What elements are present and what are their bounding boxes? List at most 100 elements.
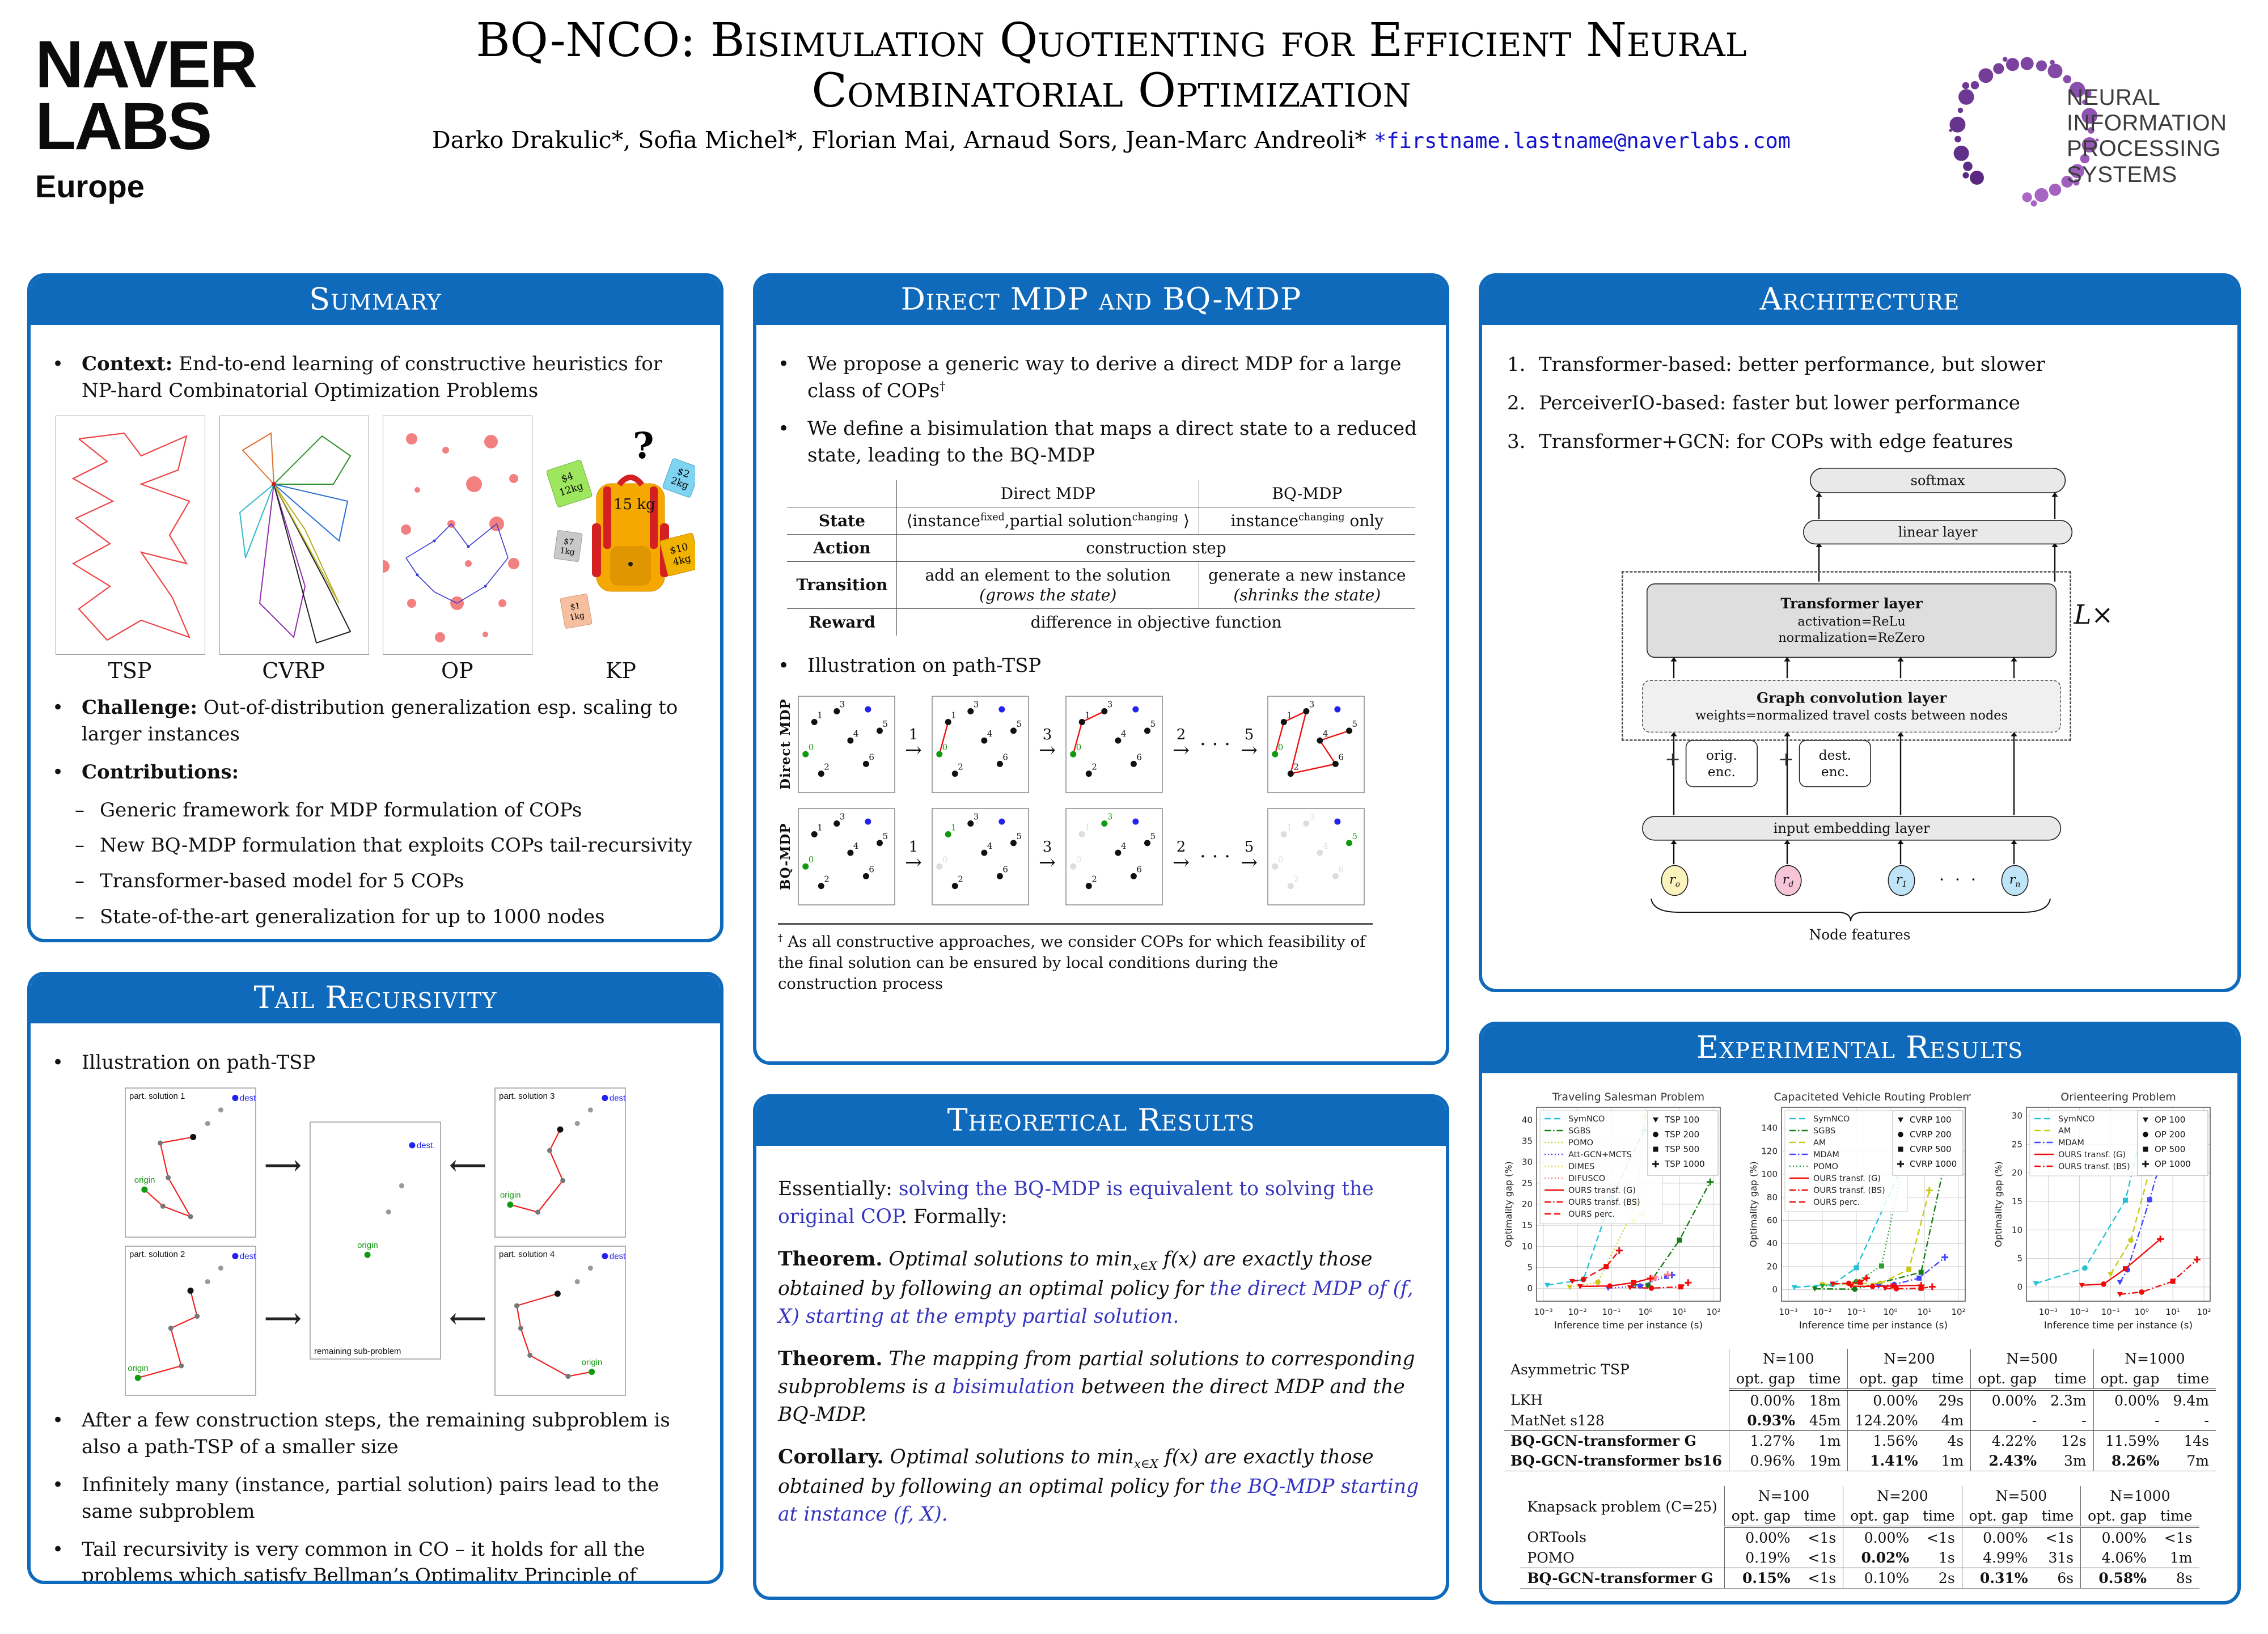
mdp-bullet1: We propose a generic way to derive a dir… <box>807 353 1402 403</box>
svg-text:DIMES: DIMES <box>1568 1162 1594 1171</box>
svg-text:$1: $1 <box>569 602 581 612</box>
svg-text:OURS transf. (BS): OURS transf. (BS) <box>1813 1186 1885 1195</box>
svg-text:OURS transf. (G): OURS transf. (G) <box>1568 1186 1636 1195</box>
svg-text:POMO: POMO <box>1813 1162 1838 1171</box>
svg-text:15: 15 <box>1522 1220 1533 1230</box>
column-right: Architecture 1. Transformer-based: better… <box>1478 273 2241 1634</box>
svg-text:part. solution 4: part. solution 4 <box>499 1250 555 1259</box>
challenge-text: Out-of-distribution generalization esp. … <box>82 696 678 746</box>
svg-text:Optimality gap (%): Optimality gap (%) <box>1994 1161 2004 1247</box>
partial-solution-panel: dest. part. solution 2 origin <box>125 1246 256 1396</box>
svg-text:OURS perc.: OURS perc. <box>1813 1198 1860 1207</box>
svg-text:10⁰: 10⁰ <box>2135 1307 2149 1317</box>
svg-text:origin: origin <box>582 1358 603 1368</box>
svg-text:10: 10 <box>2012 1225 2022 1235</box>
svg-text:1: 1 <box>1085 822 1090 832</box>
svg-text:3: 3 <box>840 811 845 822</box>
plus-sign: + <box>1778 748 1795 771</box>
svg-text:3: 3 <box>974 699 979 709</box>
svg-text:5: 5 <box>2017 1254 2022 1264</box>
col-group: N=1000 <box>2080 1486 2199 1506</box>
svg-text:5: 5 <box>882 719 888 729</box>
svg-text:1: 1 <box>951 822 957 832</box>
svg-text:dest.: dest. <box>610 1093 626 1103</box>
table-row: ORTools 0.00% <1s 0.00% <1s 0.00% <1s 0.00% <1s <box>1520 1527 2199 1548</box>
svg-text:3: 3 <box>1107 811 1113 822</box>
arch-arrows-layer <box>1650 492 2058 921</box>
svg-text:2: 2 <box>1293 761 1299 772</box>
svg-text:1: 1 <box>951 710 957 720</box>
col-group: N=200 <box>1847 1349 1971 1369</box>
step-arrow: 5 → <box>1240 726 1258 763</box>
neurips-wordmark: NEURAL INFORMATION PROCESSING SYSTEMS <box>2067 85 2227 187</box>
cvrp-chart: 0 20 40 60 80 100 120 140 10⁻³ 10⁻² 10⁻¹ 10⁰ 10¹ 10² S… <box>1749 1091 1971 1331</box>
tsp-chart: 0 5 10 15 20 25 30 35 40 10⁻³ 10⁻² 10⁻¹ 10⁰ 10¹ 10² Sym… <box>1504 1091 1721 1331</box>
panel-title: Experimental Results <box>1482 1025 2237 1073</box>
contributions-label: Contributions: <box>82 760 239 784</box>
challenge-label: Challenge: <box>82 696 197 719</box>
svg-text:TSP 100: TSP 100 <box>1664 1115 1699 1125</box>
svg-text:2: 2 <box>824 874 830 884</box>
tail-illustration-label: Illustration on path-TSP <box>82 1051 316 1074</box>
svg-text:0: 0 <box>1076 854 1082 865</box>
svg-text:6: 6 <box>1136 752 1142 762</box>
svg-text:4: 4 <box>1121 729 1127 739</box>
atsp-table: Asymmetric TSP N=100 N=200 N=500 N=1000 opt. … <box>1503 1349 2216 1471</box>
contribution-item: State-of-the-art generalization for up t… <box>100 905 605 929</box>
node-r1: r1 <box>1888 865 1915 896</box>
logo-line: Europe <box>35 168 145 205</box>
svg-text:origin: origin <box>134 1175 155 1185</box>
arch-item: Transformer-based: better performance, b… <box>1538 353 2045 376</box>
experimental-results-panel: Experimental Results 0 5 10 15 20 25 30 35 40 10⁻… <box>1478 1022 2241 1605</box>
svg-text:OURS transf. (BS): OURS transf. (BS) <box>2058 1162 2130 1171</box>
svg-text:1: 1 <box>817 822 823 832</box>
svg-text:20: 20 <box>1767 1262 1778 1272</box>
svg-text:2: 2 <box>824 761 830 772</box>
partial-solution-panel: dest. part. solution 4 origin <box>494 1246 626 1396</box>
mdp-illustration-figure: Direct MDP 0 1 2 3 4 5 6 1 → 0 1 2 3 4 5 6 3 → 0 1 2 3 4 5 6 2 → · ·… <box>778 691 1424 911</box>
table-row: BQ-GCN-transformer G 0.15% <1s 0.10% 2s 0.31%… <box>1520 1568 2199 1589</box>
neurips-logo: NEURAL INFORMATION PROCESSING SYSTEMS <box>1945 17 2262 255</box>
svg-text:TSP 200: TSP 200 <box>1664 1129 1699 1140</box>
svg-text:6: 6 <box>1338 752 1344 762</box>
svg-text:3: 3 <box>1309 699 1315 709</box>
svg-text:10: 10 <box>1522 1241 1533 1251</box>
svg-text:40: 40 <box>1767 1238 1778 1248</box>
table-title: Asymmetric TSP <box>1510 1361 1630 1378</box>
svg-text:SGBS: SGBS <box>1568 1127 1590 1136</box>
tail-recursivity-panel: Tail Recursivity • Illustration on path-… <box>27 972 723 1584</box>
svg-text:Optimality gap (%): Optimality gap (%) <box>1504 1161 1514 1247</box>
mdp-mini-frame: 0 1 2 3 4 5 6 <box>932 808 1029 905</box>
svg-text:OP 500: OP 500 <box>2155 1144 2185 1154</box>
svg-text:dest.: dest. <box>417 1141 435 1150</box>
svg-text:4: 4 <box>987 729 993 739</box>
kp-table: Knapsack problem (C=25) N=100 N=200 N=500 N=… <box>1520 1486 2199 1589</box>
svg-text:OURS transf. (G): OURS transf. (G) <box>2058 1150 2126 1159</box>
svg-text:$7: $7 <box>563 537 574 547</box>
logo-line: LABS <box>35 88 212 164</box>
problem-illustrations: ? 15 kg $4 12kg <box>56 415 695 655</box>
remaining-subproblem-panel: dest. remaining sub-problem origin <box>310 1121 441 1360</box>
step-arrow: 2 → <box>1172 838 1190 875</box>
svg-text:part. solution 2: part. solution 2 <box>129 1250 185 1259</box>
corollary: Corollary. Optimal solutions to minx∈X f… <box>777 1446 1419 1526</box>
mdp-panel: Direct MDP and BQ-MDP • We propose a gen… <box>752 273 1449 1065</box>
svg-text:POMO: POMO <box>1568 1138 1593 1148</box>
svg-text:0: 0 <box>942 742 948 752</box>
panel-title: Theoretical Results <box>756 1098 1446 1146</box>
neurips-swirl-icon <box>1949 57 2099 207</box>
logo-line: NAVER <box>35 27 257 102</box>
svg-text:30: 30 <box>2012 1111 2022 1121</box>
svg-text:5: 5 <box>1016 719 1022 729</box>
mdp-row-label: Direct MDP <box>777 699 793 790</box>
svg-text:Inference time per instance (s: Inference time per instance (s) <box>1554 1320 1703 1331</box>
svg-text:5: 5 <box>1150 719 1156 729</box>
benchmark-tables: Asymmetric TSP N=100 N=200 N=500 N=1000 opt. … <box>1503 1349 2216 1589</box>
svg-text:10⁰: 10⁰ <box>1883 1307 1897 1317</box>
svg-text:6: 6 <box>1002 752 1008 762</box>
svg-text:2: 2 <box>1091 761 1097 772</box>
step-arrow: 3 → <box>1038 838 1056 875</box>
svg-text:10⁻¹: 10⁻¹ <box>1602 1307 1620 1317</box>
svg-text:DIFUSCO: DIFUSCO <box>1568 1174 1605 1183</box>
col-group: N=100 <box>1729 1349 1848 1369</box>
